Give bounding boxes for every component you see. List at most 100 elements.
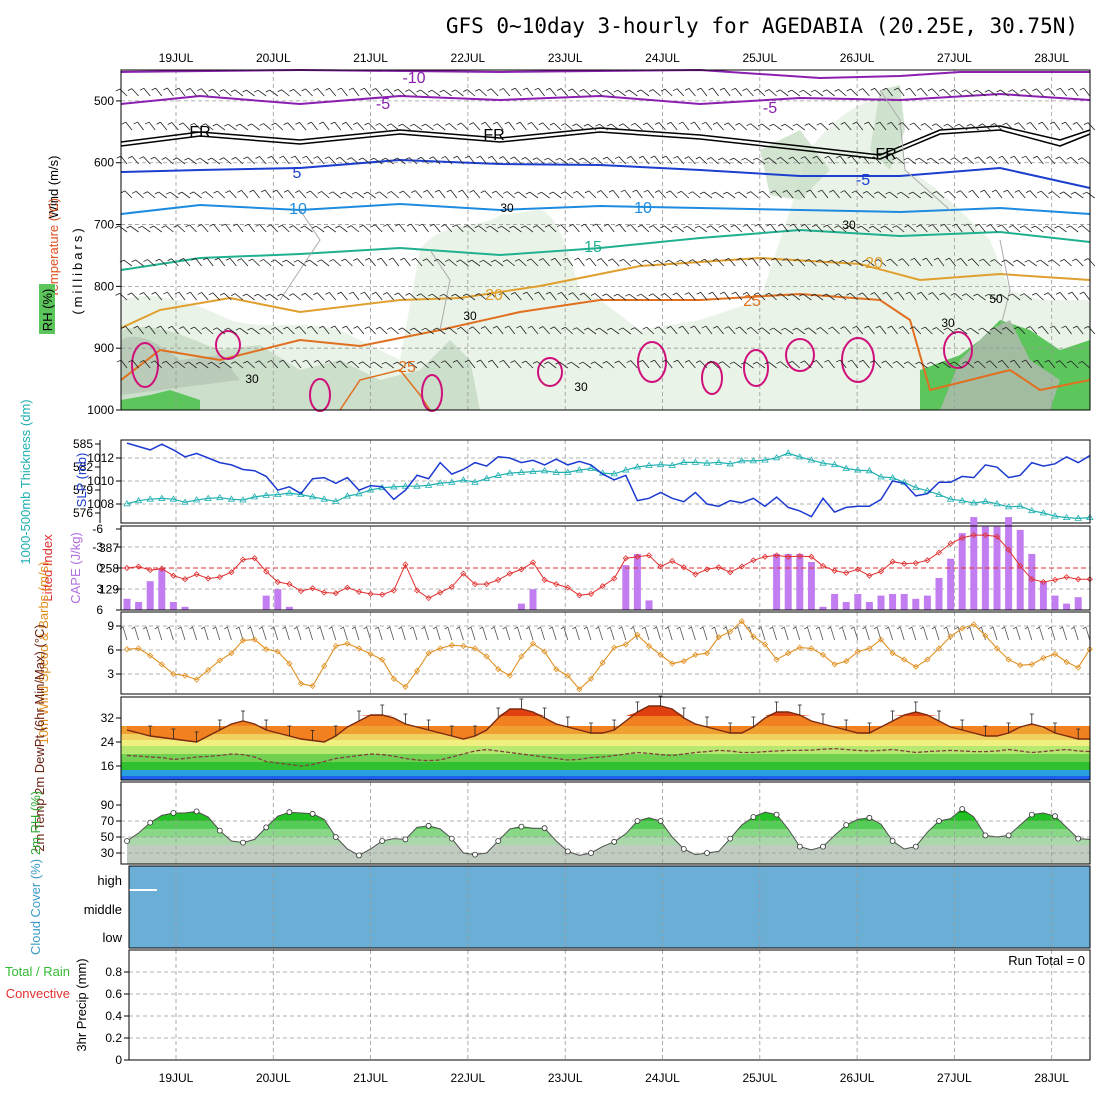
wind-barb	[242, 293, 255, 301]
wind-barb	[186, 291, 197, 301]
wind-barb	[255, 224, 267, 233]
wind-barb	[690, 325, 701, 335]
wind-barb	[225, 190, 237, 199]
wind-barb	[386, 123, 400, 131]
temp-minmax-bar	[890, 710, 895, 721]
wind-barb	[1049, 325, 1061, 335]
li-marker	[854, 566, 861, 573]
wind-barb	[708, 87, 719, 97]
wind-marker	[761, 641, 769, 648]
cape-tick-label: 129	[99, 582, 119, 596]
rh-marker	[263, 824, 270, 831]
li-marker	[274, 578, 281, 586]
hot-contour-loop	[943, 331, 973, 369]
wind-barb	[149, 225, 163, 233]
wind-barb	[719, 291, 731, 301]
thickness-marker	[1051, 512, 1059, 519]
wind-barb	[279, 155, 290, 165]
temp-minmax-bar	[774, 701, 779, 712]
dewpoint-line	[126, 747, 1090, 767]
li-marker	[1017, 562, 1024, 569]
wind-barb	[898, 325, 910, 335]
cape-bar	[865, 601, 873, 610]
wind-barb	[661, 155, 673, 165]
li-marker	[727, 569, 734, 576]
cloud-ylabel: Cloud Cover (%)	[28, 859, 43, 955]
wind-barb	[1048, 259, 1061, 267]
wind-barb	[179, 258, 191, 267]
wind-barb	[1079, 291, 1091, 301]
li-marker	[901, 560, 908, 567]
wind-barb	[724, 326, 736, 335]
wind-barb	[827, 259, 840, 267]
thickness-marker	[807, 456, 816, 463]
wind-barb	[1072, 121, 1084, 131]
thickness-marker	[633, 463, 642, 470]
wind-barb	[672, 292, 685, 301]
wind-barb	[939, 88, 951, 97]
wind-barb	[371, 224, 383, 233]
wind10m-barb	[606, 626, 615, 641]
temp-ticks: 32 24 16	[101, 711, 121, 773]
wind-barb	[163, 87, 174, 97]
temp-minmax-bar	[496, 707, 501, 718]
wind-barb	[556, 88, 569, 97]
li-marker	[924, 557, 931, 564]
cape-bar	[633, 553, 641, 610]
wind-barb	[306, 190, 318, 199]
thickness-marker	[390, 483, 398, 490]
wind-barb	[1072, 325, 1084, 335]
wind-barb	[476, 155, 487, 165]
rh2m-frame	[120, 781, 1091, 865]
wind-marker	[738, 618, 745, 625]
wind-barb	[870, 87, 882, 97]
wind-barb	[441, 156, 453, 165]
thickness-markers	[123, 449, 1094, 521]
li-marker	[1028, 576, 1035, 583]
li-marker	[970, 532, 977, 539]
wind-barb	[905, 291, 917, 301]
wind10m-barb	[351, 626, 360, 641]
wind-barb	[754, 223, 766, 233]
wind-barb	[444, 259, 458, 267]
wind-barb	[858, 156, 870, 165]
wind-barb	[550, 257, 562, 267]
temp-minmax-bar	[913, 701, 918, 712]
rh-marker	[773, 811, 780, 818]
wind10m-barb	[572, 626, 580, 641]
wind-barb	[197, 292, 209, 301]
temp-minmax-bar	[937, 710, 941, 721]
cape-bar	[1063, 603, 1071, 610]
wind-barb	[324, 360, 337, 369]
wind-barb	[144, 121, 156, 131]
temp-band	[121, 740, 1090, 746]
wind-barb	[289, 225, 302, 233]
temp-band	[121, 746, 1090, 754]
wind-barb	[137, 225, 151, 233]
wind-barb	[979, 258, 991, 267]
temp-minmax-bar	[751, 716, 756, 727]
thickness-marker	[169, 495, 178, 502]
wind-barb	[467, 259, 481, 267]
wind-barb	[231, 156, 244, 165]
rh-marker	[1075, 835, 1082, 842]
thickness-marker	[1074, 514, 1082, 521]
wind-barb	[838, 259, 852, 267]
wind-marker	[402, 683, 409, 690]
wind-barb	[116, 359, 128, 369]
rh-marker	[518, 823, 525, 830]
wind-barb	[810, 293, 824, 301]
wind-barb	[885, 191, 898, 199]
wind-barb	[950, 157, 963, 165]
wind-barb	[858, 292, 870, 301]
wind-barb	[850, 259, 864, 267]
hot-contour-loop	[743, 349, 769, 387]
wind-barb	[393, 157, 406, 165]
wind-barb	[1066, 156, 1079, 165]
wind-barb	[606, 327, 620, 335]
wind-barb	[568, 88, 580, 97]
cape-tick-label: 387	[99, 541, 119, 555]
rh-marker	[959, 806, 966, 812]
wind-barb	[381, 157, 395, 165]
thickness-marker	[552, 468, 560, 475]
